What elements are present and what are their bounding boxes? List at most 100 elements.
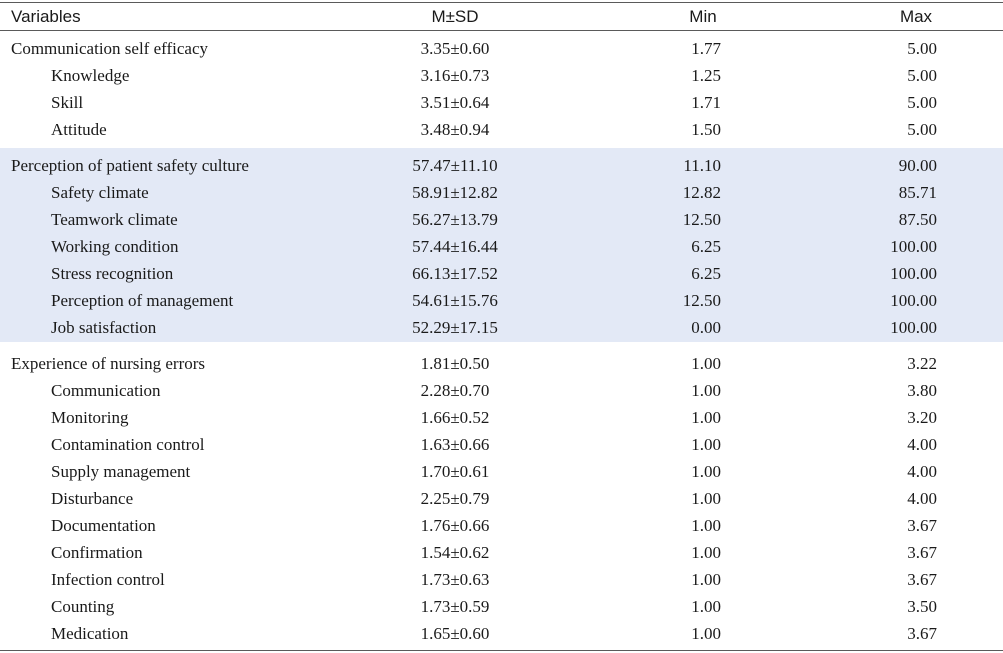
row-label: Counting <box>51 597 115 616</box>
row-m-sd: 3.16±0.73 <box>420 66 490 85</box>
row-label: Monitoring <box>51 408 129 427</box>
table-row: Documentation 1.76±0.66 1.00 3.67 <box>0 512 1003 539</box>
row-min: 1.50 <box>691 120 721 139</box>
row-m-sd: 3.35±0.60 <box>420 39 490 58</box>
table-row: Medication 1.65±0.60 1.00 3.67 <box>0 620 1003 647</box>
row-max: 5.00 <box>907 93 937 112</box>
row-m-sd: 58.91±12.82 <box>412 183 498 202</box>
row-m-sd: 2.28±0.70 <box>420 381 490 400</box>
row-min: 1.00 <box>691 543 721 562</box>
row-label: Working condition <box>51 237 179 256</box>
row-max: 4.00 <box>907 462 937 481</box>
row-max: 4.00 <box>907 489 937 508</box>
table-row: Disturbance 2.25±0.79 1.00 4.00 <box>0 485 1003 512</box>
row-m-sd: 1.76±0.66 <box>420 516 490 535</box>
row-m-sd: 2.25±0.79 <box>420 489 490 508</box>
row-m-sd: 1.73±0.59 <box>420 597 490 616</box>
row-label: Teamwork climate <box>51 210 178 229</box>
table-row: Supply management 1.70±0.61 1.00 4.00 <box>0 458 1003 485</box>
top-rule <box>0 2 1003 3</box>
row-m-sd: 57.47±11.10 <box>412 156 498 175</box>
row-max: 85.71 <box>898 183 937 202</box>
row-m-sd: 1.65±0.60 <box>420 624 490 643</box>
row-label: Supply management <box>51 462 191 481</box>
row-m-sd: 1.73±0.63 <box>420 570 490 589</box>
section-communication-self-efficacy: Communication self efficacy 3.35±0.60 1.… <box>0 35 1003 146</box>
row-min: 6.25 <box>691 237 721 256</box>
table-row: Stress recognition 66.13±17.52 6.25 100.… <box>0 260 1003 287</box>
header-m-sd: M±SD <box>431 7 479 26</box>
row-min: 1.00 <box>691 597 721 616</box>
table-row: Communication self efficacy 3.35±0.60 1.… <box>0 35 1003 62</box>
row-max: 5.00 <box>907 39 937 58</box>
row-max: 100.00 <box>890 318 937 337</box>
row-max: 90.00 <box>898 156 937 175</box>
table-row: Monitoring 1.66±0.52 1.00 3.20 <box>0 404 1003 431</box>
row-max: 87.50 <box>898 210 937 229</box>
row-m-sd: 1.66±0.52 <box>420 408 490 427</box>
header-max: Max <box>899 7 933 26</box>
row-m-sd: 3.48±0.94 <box>420 120 490 139</box>
row-m-sd: 1.54±0.62 <box>420 543 490 562</box>
row-max: 3.67 <box>907 543 937 562</box>
row-m-sd: 57.44±16.44 <box>412 237 498 256</box>
row-m-sd: 66.13±17.52 <box>412 264 498 283</box>
row-max: 3.80 <box>907 381 937 400</box>
table-row: Infection control 1.73±0.63 1.00 3.67 <box>0 566 1003 593</box>
table-row: Communication 2.28±0.70 1.00 3.80 <box>0 377 1003 404</box>
row-min: 12.50 <box>682 291 721 310</box>
row-m-sd: 52.29±17.15 <box>412 318 498 337</box>
table-row: Perception of patient safety culture 57.… <box>0 152 1003 179</box>
table-row: Safety climate 58.91±12.82 12.82 85.71 <box>0 179 1003 206</box>
table-header: Variables M±SD Min Max <box>0 3 1003 31</box>
header-variables: Variables <box>11 7 81 26</box>
row-max: 100.00 <box>890 264 937 283</box>
row-min: 1.00 <box>691 408 721 427</box>
row-label: Disturbance <box>51 489 134 508</box>
row-m-sd: 1.70±0.61 <box>420 462 490 481</box>
row-min: 1.77 <box>691 39 721 58</box>
row-min: 1.00 <box>691 381 721 400</box>
row-label: Confirmation <box>51 543 143 562</box>
row-max: 3.50 <box>907 597 937 616</box>
row-max: 100.00 <box>890 237 937 256</box>
row-max: 3.67 <box>907 570 937 589</box>
row-min: 12.82 <box>682 183 721 202</box>
table-row: Skill 3.51±0.64 1.71 5.00 <box>0 89 1003 116</box>
row-max: 5.00 <box>907 120 937 139</box>
row-label: Safety climate <box>51 183 149 202</box>
table-row: Contamination control 1.63±0.66 1.00 4.0… <box>0 431 1003 458</box>
section-patient-safety-culture: Perception of patient safety culture 57.… <box>0 148 1003 342</box>
table-row: Attitude 3.48±0.94 1.50 5.00 <box>0 116 1003 143</box>
row-max: 3.67 <box>907 516 937 535</box>
row-m-sd: 56.27±13.79 <box>412 210 498 229</box>
row-label: Infection control <box>51 570 165 589</box>
table-row: Confirmation 1.54±0.62 1.00 3.67 <box>0 539 1003 566</box>
table-row: Experience of nursing errors 1.81±0.50 1… <box>0 350 1003 377</box>
table-row: Perception of management 54.61±15.76 12.… <box>0 287 1003 314</box>
table-row: Knowledge 3.16±0.73 1.25 5.00 <box>0 62 1003 89</box>
row-max: 3.20 <box>907 408 937 427</box>
row-label: Contamination control <box>51 435 205 454</box>
row-min: 0.00 <box>691 318 721 337</box>
row-min: 1.00 <box>691 516 721 535</box>
row-label: Attitude <box>51 120 107 139</box>
row-min: 6.25 <box>691 264 721 283</box>
row-max: 3.22 <box>907 354 937 373</box>
row-label: Knowledge <box>51 66 130 85</box>
row-min: 1.00 <box>691 489 721 508</box>
table-row: Counting 1.73±0.59 1.00 3.50 <box>0 593 1003 620</box>
row-label: Documentation <box>51 516 156 535</box>
row-max: 100.00 <box>890 291 937 310</box>
row-m-sd: 54.61±15.76 <box>412 291 498 310</box>
row-min: 1.00 <box>691 354 721 373</box>
row-m-sd: 1.81±0.50 <box>420 354 490 373</box>
row-min: 11.10 <box>683 156 721 175</box>
row-label: Stress recognition <box>51 264 174 283</box>
table-row: Teamwork climate 56.27±13.79 12.50 87.50 <box>0 206 1003 233</box>
header-min: Min <box>689 7 717 26</box>
table-row: Job satisfaction 52.29±17.15 0.00 100.00 <box>0 314 1003 341</box>
section-nursing-errors: Experience of nursing errors 1.81±0.50 1… <box>0 346 1003 650</box>
row-min: 1.00 <box>691 435 721 454</box>
